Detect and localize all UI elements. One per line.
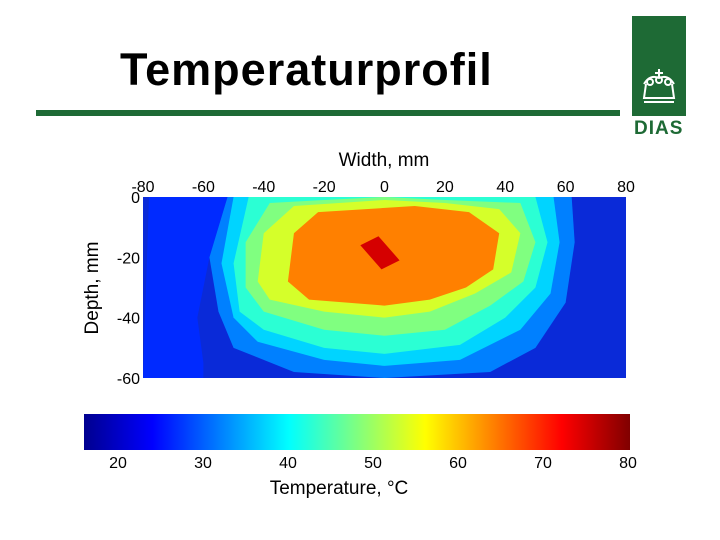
x-tick-label: -20 <box>313 179 336 196</box>
contour-level-30 <box>143 197 228 378</box>
colorbar <box>84 414 630 450</box>
x-tick-label: 60 <box>557 179 575 196</box>
x-tick-label: 80 <box>617 179 635 196</box>
x-tick-label: 20 <box>436 179 454 196</box>
title-underline <box>36 110 620 116</box>
y-tick-label: -20 <box>117 250 140 267</box>
dias-logo <box>632 16 686 116</box>
y-tick-labels: 0 -20 -40 -60 <box>117 190 140 388</box>
slide-title: Temperaturprofil <box>120 44 493 95</box>
colorbar-tick-label: 50 <box>364 455 382 472</box>
logo-text: DIAS <box>634 118 684 139</box>
x-axis-label: Width, mm <box>339 150 430 171</box>
colorbar-tick-label: 70 <box>534 455 552 472</box>
contour-level-75 <box>360 236 400 270</box>
x-tick-label: -80 <box>131 179 154 196</box>
x-tick-labels: -80 -60 -40 -20 0 20 40 60 80 <box>131 179 635 196</box>
colorbar-tick-label: 60 <box>449 455 467 472</box>
colorbar-tick-label: 40 <box>279 455 297 472</box>
colorbar-tick-label: 30 <box>194 455 212 472</box>
contour-plot-area <box>143 197 626 378</box>
x-tick-label: -40 <box>252 179 275 196</box>
y-tick-label: -40 <box>117 311 140 328</box>
colorbar-label: Temperature, °C <box>270 478 409 499</box>
colorbar-tick-labels: 20 30 40 50 60 70 80 <box>109 455 637 472</box>
x-tick-label: -60 <box>192 179 215 196</box>
x-tick-label: 0 <box>380 179 389 196</box>
y-axis-label: Depth, mm <box>82 242 103 335</box>
x-tick-label: 40 <box>496 179 514 196</box>
colorbar-tick-label: 20 <box>109 455 127 472</box>
colorbar-tick-label: 80 <box>619 455 637 472</box>
crown-icon <box>642 69 676 103</box>
y-tick-label: -60 <box>117 371 140 388</box>
y-tick-label: 0 <box>131 190 140 207</box>
